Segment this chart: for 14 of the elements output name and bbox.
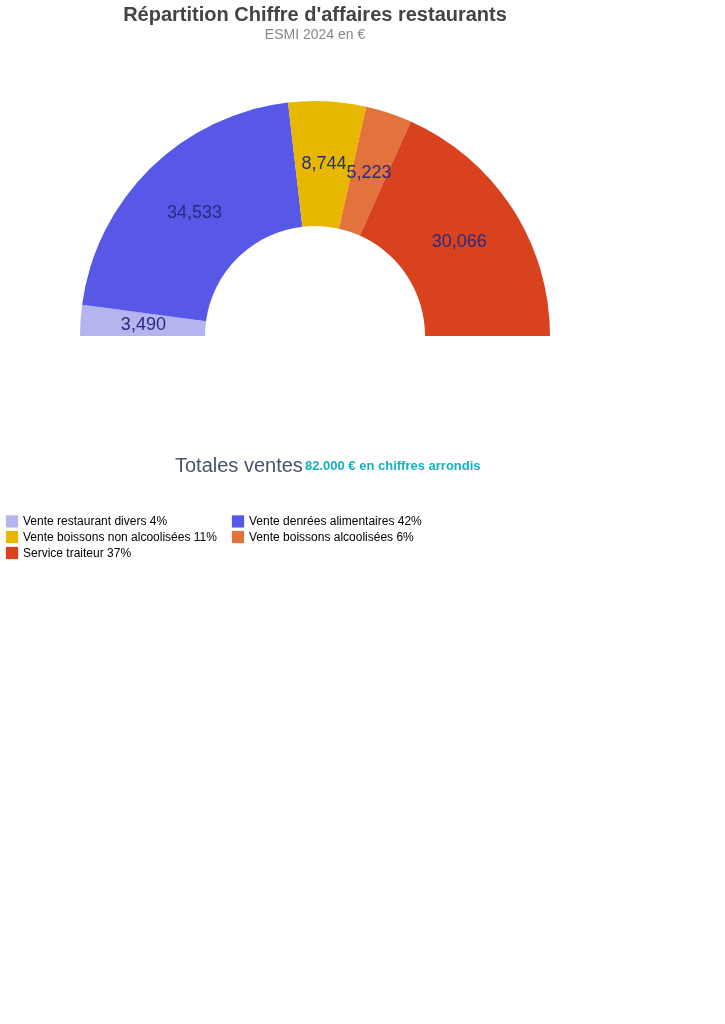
data-label: 5,223 [346,161,392,182]
chart-title: Répartition Chiffre d'affaires restaurants [123,3,507,25]
legend-label: Vente boissons non alcoolisées 11% [23,530,218,544]
text: 82.000 € en chiffres arrondis [305,458,481,473]
data-label: 3,490 [120,313,166,334]
legend-label: Vente boissons alcoolisées 6% [249,530,415,544]
legend-label: Vente restaurant divers 4% [23,514,168,529]
legend-label: Service traiteur 37% [23,546,132,560]
data-label: 30,066 [431,231,487,252]
legend-label: Vente denrées alimentaires 42% [249,514,423,529]
chart-subtitle: ESMI 2024 en € [264,26,366,42]
data-label: 34,533 [166,202,223,223]
text: Totales ventes [175,454,303,476]
data-label: 8,744 [301,153,347,174]
